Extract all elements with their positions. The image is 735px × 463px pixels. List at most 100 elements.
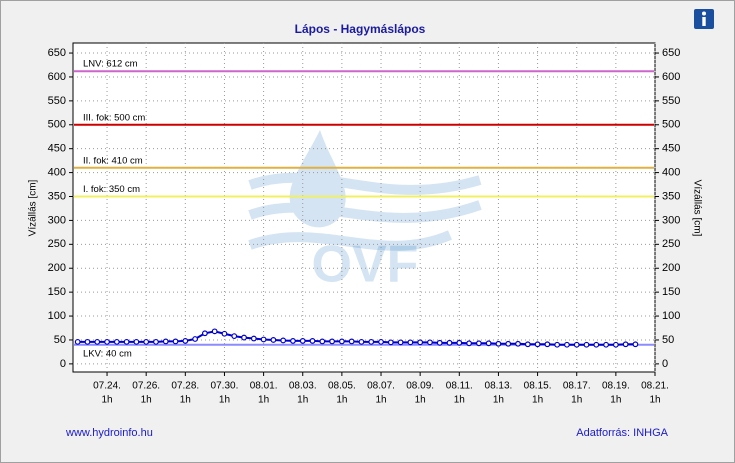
x-tick-label: 07.24. [93, 381, 121, 392]
y-tick-label: 250 [48, 238, 66, 250]
x-tick-label: 07.28. [171, 381, 199, 392]
y-tick-label: 450 [48, 143, 66, 155]
x-tick-sublabel: 1h [219, 395, 230, 406]
data-point [123, 338, 130, 345]
x-tick-label: 07.30. [211, 381, 239, 392]
data-point [329, 338, 335, 345]
y-tick-label: 600 [48, 71, 66, 83]
data-point [368, 338, 375, 345]
y2-tick-label: 400 [662, 166, 680, 178]
data-point [299, 338, 306, 344]
y2-tick-label: 650 [662, 47, 680, 59]
data-point [319, 338, 326, 345]
x-tick-label: 08.05. [328, 381, 356, 392]
y-tick-label: 200 [48, 262, 66, 274]
x-tick-sublabel: 1h [375, 395, 386, 406]
data-point [612, 341, 619, 348]
y-tick-label: 0 [60, 358, 66, 370]
y-tick-label: 50 [54, 334, 66, 346]
x-tick-sublabel: 1h [649, 395, 660, 406]
y-tick-label: 400 [48, 166, 66, 178]
data-point [280, 337, 287, 344]
y-tick-label: 550 [48, 95, 66, 107]
watermark-logo [248, 130, 482, 251]
y-tick-label: 650 [48, 47, 66, 59]
threshold-label: LKV: 40 cm [83, 348, 132, 359]
x-tick-label: 08.11. [446, 381, 473, 392]
x-tick-label: 08.15. [524, 381, 552, 392]
data-point [309, 338, 316, 344]
data-point [182, 338, 189, 344]
x-tick-sublabel: 1h [493, 395, 504, 406]
data-point [485, 340, 492, 347]
data-point [427, 339, 433, 346]
data-point [387, 339, 394, 346]
y2-tick-label: 100 [662, 310, 680, 322]
data-point [554, 341, 561, 348]
x-tick-label: 08.13. [485, 381, 513, 392]
data-point [564, 341, 570, 348]
data-point [348, 338, 355, 345]
y-tick-label: 350 [48, 190, 66, 202]
y-tick-label: 150 [48, 286, 66, 298]
data-point [113, 338, 120, 345]
y2-tick-label: 550 [662, 95, 680, 107]
x-tick-label: 08.19. [602, 381, 630, 392]
data-point [632, 341, 639, 348]
data-point [446, 339, 453, 346]
data-point [505, 340, 512, 347]
data-point [358, 338, 365, 345]
x-tick-sublabel: 1h [141, 395, 152, 406]
data-point [603, 341, 609, 348]
data-point [495, 340, 502, 347]
chart-title: Lápos - Hagymáslápos [295, 22, 426, 36]
y-axis-title: Vízállás [cm] [28, 179, 39, 236]
data-point [221, 330, 228, 337]
x-tick-label: 08.07. [367, 381, 395, 392]
y2-tick-label: 450 [662, 143, 680, 155]
data-point [84, 338, 91, 345]
data-point [436, 339, 443, 346]
y2-tick-label: 200 [662, 262, 680, 274]
data-point [290, 338, 296, 344]
data-point [250, 335, 257, 342]
data-point [407, 339, 414, 346]
threshold-label: LNV: 612 cm [83, 59, 138, 70]
data-point [143, 338, 150, 345]
y2-tick-label: 350 [662, 190, 680, 202]
data-point [515, 340, 521, 347]
y2-tick-label: 0 [662, 358, 668, 370]
plot-area [72, 42, 656, 373]
info-button[interactable] [694, 9, 714, 29]
data-point [162, 338, 169, 345]
x-tick-sublabel: 1h [415, 395, 426, 406]
data-point [153, 338, 159, 345]
watermark: OVF [312, 236, 419, 294]
data-point [524, 341, 531, 348]
y2-tick-label: 600 [662, 71, 680, 83]
data-point [104, 338, 110, 345]
y2-tick-label: 250 [662, 238, 680, 250]
threshold-label: III. fok: 500 cm [83, 112, 145, 123]
y-tick-label: 500 [48, 119, 66, 131]
data-point [201, 330, 208, 337]
data-point [456, 339, 463, 346]
x-tick-sublabel: 1h [297, 395, 308, 406]
x-tick-sublabel: 1h [180, 395, 191, 406]
footer-source-link[interactable]: www.hydroinfo.hu [65, 427, 153, 439]
series-line [77, 330, 636, 346]
footer-data-source: Adatforrás: INHGA [576, 427, 668, 439]
y2-tick-label: 500 [662, 119, 680, 131]
x-tick-label: 08.09. [406, 381, 434, 392]
threshold-label: I. fok: 350 cm [83, 184, 140, 195]
data-point [378, 338, 384, 345]
data-point [338, 338, 345, 345]
x-tick-label: 08.17. [563, 381, 591, 392]
data-point [397, 339, 404, 346]
x-tick-sublabel: 1h [101, 395, 112, 406]
data-point [622, 341, 629, 348]
data-point [133, 338, 140, 345]
data-point [94, 338, 101, 345]
y2-tick-label: 50 [662, 334, 674, 346]
